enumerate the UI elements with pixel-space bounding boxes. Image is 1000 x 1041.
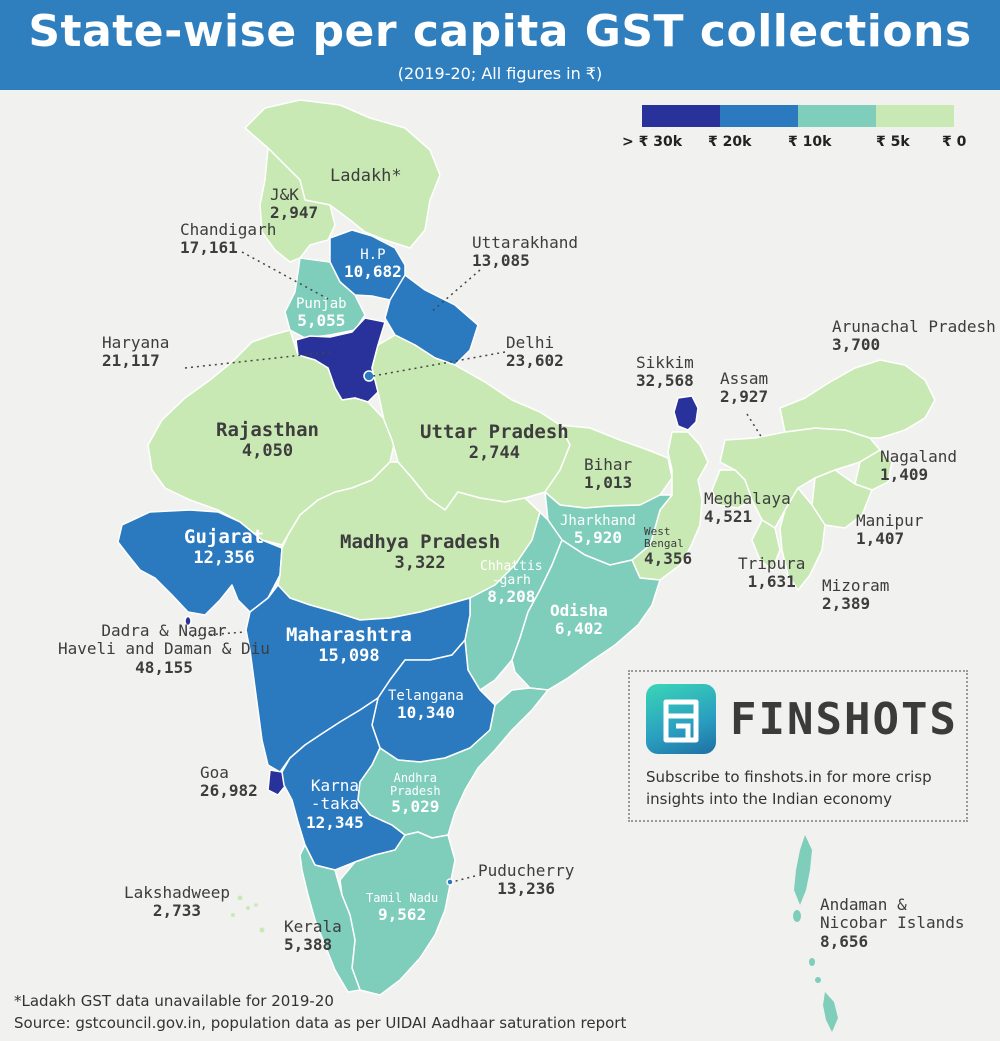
label-manipur: Manipur 1,407 bbox=[856, 511, 924, 549]
india-map bbox=[117, 99, 954, 1032]
label-sikkim: Sikkim 32,568 bbox=[636, 353, 694, 391]
label-tripura: Tripura 1,631 bbox=[738, 554, 806, 592]
label-tamilnadu: Tamil Nadu 9,562 bbox=[366, 891, 439, 924]
label-rajasthan: Rajasthan 4,050 bbox=[216, 419, 319, 461]
legend-swatch-5k bbox=[876, 105, 954, 127]
label-mizoram: Mizoram 2,389 bbox=[822, 576, 890, 614]
finshots-logo-icon bbox=[646, 684, 716, 754]
region-lakshadweep bbox=[231, 895, 265, 933]
region-kerala bbox=[299, 844, 361, 993]
label-goa: Goa 26,982 bbox=[200, 763, 258, 801]
legend-label-30k: > ₹ 30k bbox=[622, 134, 683, 150]
legend-label-20k: ₹ 20k bbox=[708, 134, 752, 150]
label-ladakh: Ladakh* bbox=[330, 166, 402, 186]
header-banner: State-wise per capita GST collections (2… bbox=[0, 0, 1000, 90]
label-punjab: Punjab 5,055 bbox=[296, 296, 347, 331]
region-gujarat bbox=[117, 509, 283, 616]
page-subtitle: (2019-20; All figures in ₹) bbox=[397, 64, 603, 83]
label-haryana: Haryana 21,117 bbox=[102, 333, 170, 371]
label-wb: West Bengal 4,356 bbox=[644, 525, 693, 568]
legend-swatches bbox=[642, 105, 954, 127]
region-tripura bbox=[751, 519, 781, 571]
label-odisha: Odisha 6,402 bbox=[550, 601, 608, 639]
label-andaman: Andaman & Nicobar Islands 8,656 bbox=[820, 895, 965, 951]
label-ap: Andhra Pradesh 5,029 bbox=[390, 771, 441, 816]
label-chhattisgarh: Chhattis -garh 8,208 bbox=[480, 559, 543, 606]
legend-label-0: ₹ 0 bbox=[942, 134, 967, 150]
legend-swatch-30k bbox=[642, 105, 720, 127]
label-jk: J&K 2,947 bbox=[270, 185, 319, 223]
label-assam: Assam 2,927 bbox=[720, 369, 769, 407]
region-jk bbox=[259, 147, 336, 263]
label-chandigarh: Chandigarh 17,161 bbox=[180, 220, 277, 258]
label-hp: H.P 10,682 bbox=[344, 247, 402, 282]
footnote: *Ladakh GST data unavailable for 2019-20… bbox=[14, 990, 626, 1034]
label-arunachal: Arunachal Pradesh 3,700 bbox=[832, 317, 996, 355]
legend-swatch-20k bbox=[720, 105, 798, 127]
label-dnh: Dadra & Nagar Haveli and Daman & Diu 48,… bbox=[58, 621, 270, 677]
legend-label-5k: ₹ 5k bbox=[876, 134, 910, 150]
label-telangana: Telangana 10,340 bbox=[388, 688, 464, 723]
region-goa bbox=[267, 769, 287, 796]
region-odisha bbox=[511, 539, 661, 691]
leader-lines bbox=[184, 251, 763, 883]
region-andaman bbox=[793, 835, 838, 1032]
label-bihar: Bihar 1,013 bbox=[584, 455, 633, 493]
label-nagaland: Nagaland 1,409 bbox=[880, 447, 958, 485]
label-karnataka: Karna -taka 12,345 bbox=[306, 776, 364, 832]
region-ap bbox=[357, 687, 549, 839]
region-meghalaya bbox=[711, 469, 753, 509]
region-arunachal bbox=[779, 359, 936, 439]
label-puducherry: Puducherry 13,236 bbox=[478, 861, 575, 899]
label-mp: Madhya Pradesh 3,322 bbox=[340, 531, 501, 573]
label-delhi: Delhi 23,602 bbox=[506, 333, 564, 371]
label-up: Uttar Pradesh 2,744 bbox=[420, 421, 569, 463]
footnote-note: *Ladakh GST data unavailable for 2019-20 bbox=[14, 992, 334, 1010]
region-mizoram bbox=[779, 487, 826, 591]
legend-label-10k: ₹ 10k bbox=[788, 134, 832, 150]
region-sikkim bbox=[673, 395, 699, 431]
label-uttarakhand: Uttarakhand 13,085 bbox=[472, 233, 578, 271]
region-puducherry bbox=[446, 878, 454, 886]
label-maharashtra: Maharashtra 15,098 bbox=[286, 624, 412, 666]
region-dnh bbox=[184, 615, 192, 627]
finshots-promo: FINSHOTS Subscribe to finshots.in for mo… bbox=[628, 670, 968, 822]
legend-swatch-10k bbox=[798, 105, 876, 127]
page-title: State-wise per capita GST collections bbox=[28, 6, 972, 57]
label-gujarat: Gujarat 12,356 bbox=[184, 526, 265, 568]
label-kerala: Kerala 5,388 bbox=[284, 917, 342, 955]
finshots-brand: FINSHOTS bbox=[730, 694, 958, 745]
label-jharkhand: Jharkhand 5,920 bbox=[560, 513, 636, 548]
region-punjab bbox=[284, 257, 366, 339]
promo-text: Subscribe to finshots.in for more crisp … bbox=[646, 768, 932, 808]
label-meghalaya: Meghalaya 4,521 bbox=[704, 489, 791, 527]
footnote-source: Source: gstcouncil.gov.in, population da… bbox=[14, 1014, 627, 1032]
label-lakshadweep: Lakshadweep 2,733 bbox=[124, 883, 230, 921]
